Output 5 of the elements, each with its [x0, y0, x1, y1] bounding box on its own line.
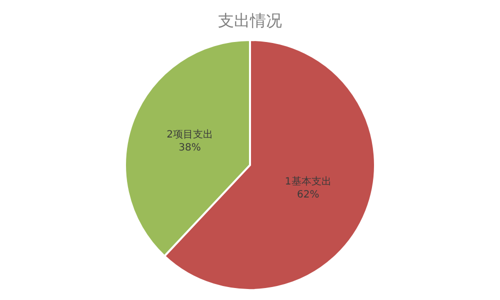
data-label: 62%	[296, 190, 320, 201]
slice-label: 2项目支出	[166, 128, 213, 141]
slice-label: 1基本支出	[284, 176, 332, 188]
chart-title: 支出情况	[218, 11, 282, 30]
data-label: 38%	[178, 142, 201, 154]
